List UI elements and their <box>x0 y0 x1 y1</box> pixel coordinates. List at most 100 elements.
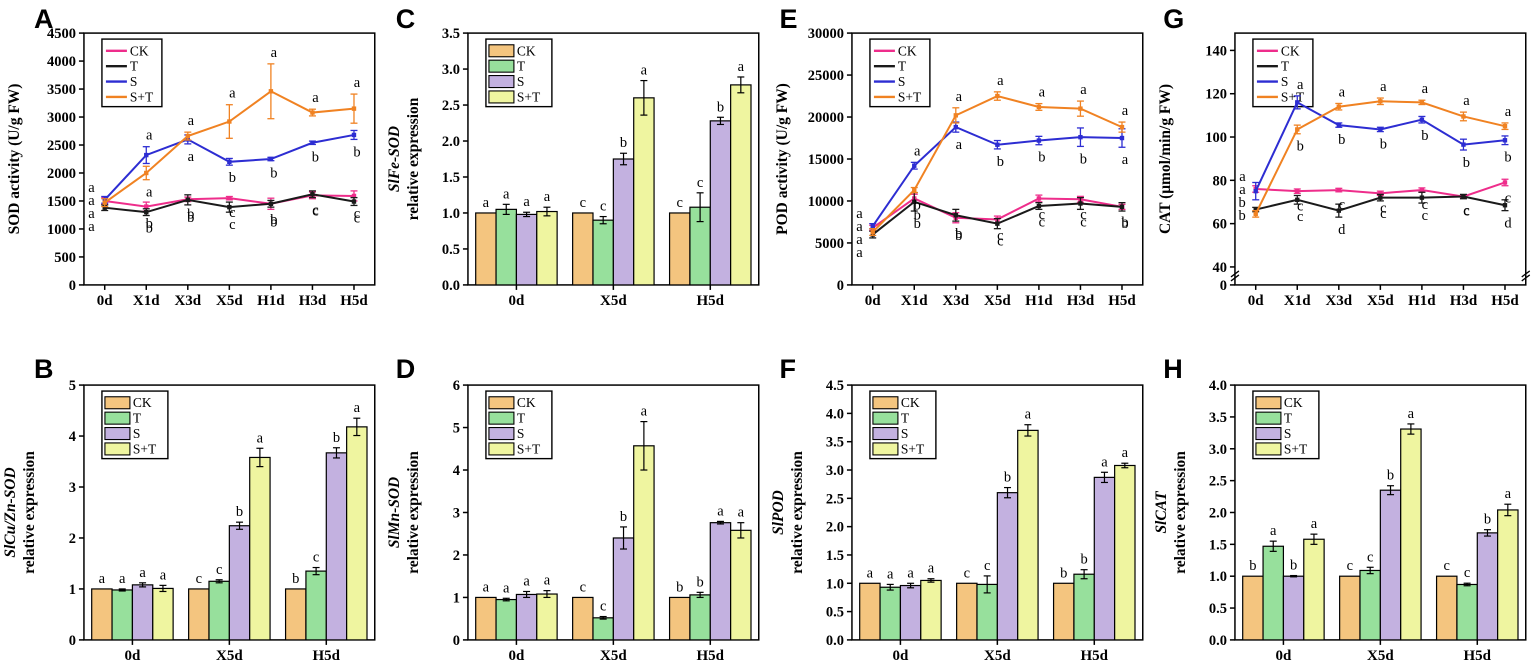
svg-text:a: a <box>856 219 863 235</box>
svg-text:H5d: H5d <box>1464 648 1492 661</box>
svg-text:T: T <box>517 59 526 74</box>
svg-text:1000: 1000 <box>47 222 76 238</box>
svg-text:a: a <box>543 573 550 589</box>
svg-text:a: a <box>160 567 167 583</box>
y-axis-title: SlMn-SOD relative expression <box>386 451 422 574</box>
svg-text:4: 4 <box>452 463 459 479</box>
svg-text:c: c <box>579 579 585 595</box>
y-axis-title: SlCAT relative expression <box>1153 451 1189 574</box>
svg-text:relative expression: relative expression <box>21 451 38 574</box>
svg-text:b: b <box>1038 150 1045 166</box>
svg-text:a: a <box>1038 85 1045 101</box>
svg-text:2: 2 <box>452 548 459 564</box>
svg-text:c: c <box>1367 549 1373 565</box>
svg-text:b: b <box>1060 565 1067 581</box>
svg-text:1.0: 1.0 <box>825 576 843 592</box>
svg-text:1.5: 1.5 <box>825 548 843 564</box>
svg-text:2.5: 2.5 <box>1209 474 1227 490</box>
svg-text:1: 1 <box>452 590 459 606</box>
svg-text:c: c <box>1297 198 1303 214</box>
svg-text:2000: 2000 <box>47 166 76 182</box>
series-S+T <box>868 91 1125 237</box>
svg-text:S: S <box>517 426 525 441</box>
svg-text:a: a <box>139 565 146 581</box>
svg-text:1: 1 <box>69 582 76 598</box>
svg-text:1.0: 1.0 <box>1209 569 1227 585</box>
svg-text:S: S <box>1281 74 1289 89</box>
svg-text:c: c <box>1080 214 1086 230</box>
svg-text:H5d: H5d <box>313 648 341 661</box>
svg-text:a: a <box>88 193 95 209</box>
svg-text:b: b <box>270 166 277 182</box>
svg-text:a: a <box>188 149 195 165</box>
svg-text:1.5: 1.5 <box>442 170 460 186</box>
svg-text:b: b <box>676 579 683 595</box>
svg-text:c: c <box>1347 558 1353 574</box>
svg-text:b: b <box>292 571 299 587</box>
svg-text:0: 0 <box>1220 278 1227 294</box>
y-axis: 0.0 0.5 1.0 1.5 2.0 2.5 3.0 3.5 4.0 <box>1209 378 1236 649</box>
svg-text:5000: 5000 <box>814 236 843 252</box>
svg-text:a: a <box>887 566 894 582</box>
svg-text:X5d: X5d <box>216 293 243 309</box>
svg-text:b: b <box>996 154 1003 170</box>
svg-text:c: c <box>354 206 360 222</box>
svg-text:c: c <box>1339 197 1345 213</box>
sod-activity-line-chart: 0 500 1000 1500 2000 2500 3000 3500 4000 4500 0d X1… <box>6 26 376 309</box>
svg-text:a: a <box>188 113 195 129</box>
series-S <box>101 129 358 204</box>
panel-H: H 0.0 0.5 1.0 1.5 2.0 2.5 3.0 3.5 4.0 0d X5d H5d SlC… <box>1151 330 1535 661</box>
svg-text:X5d: X5d <box>984 648 1011 661</box>
svg-text:a: a <box>1101 454 1108 470</box>
svg-text:a: a <box>717 503 724 519</box>
svg-text:X5d: X5d <box>600 293 627 309</box>
svg-text:500: 500 <box>54 250 76 266</box>
x-axis: 0d X5d H5d <box>508 639 724 661</box>
svg-text:30000: 30000 <box>807 26 843 42</box>
svg-text:c: c <box>354 210 360 226</box>
panel-label-H: H <box>1163 354 1183 384</box>
series-S: b b b <box>1283 468 1499 641</box>
y-axis-title: SlFe-SOD relative expression <box>386 97 422 220</box>
svg-text:X1d: X1d <box>133 293 160 309</box>
svg-text:3.0: 3.0 <box>1209 442 1227 458</box>
y-axis-title: SOD activity (U/g FW) <box>6 84 23 235</box>
x-axis: 0d X5d H5d <box>508 284 724 309</box>
cat-activity-line-chart: 0 40 60 80 100 120 140 0d X1d X3d X5d H1d H3d H5d CAT … <box>1157 32 1531 309</box>
svg-text:0.5: 0.5 <box>442 242 460 258</box>
panel-label-E: E <box>779 4 798 34</box>
series-T: acc <box>111 550 327 641</box>
series-CK: a c b <box>474 579 691 641</box>
svg-text:d: d <box>1338 222 1346 238</box>
svg-text:1.0: 1.0 <box>442 206 460 222</box>
svg-text:c: c <box>983 558 989 574</box>
svg-text:b: b <box>146 216 153 232</box>
x-axis: 0d X5d H5d <box>892 639 1108 661</box>
svg-text:H1d: H1d <box>1408 293 1436 309</box>
svg-text:a: a <box>88 219 95 235</box>
svg-text:c: c <box>229 205 235 221</box>
svg-text:a: a <box>1422 81 1429 97</box>
svg-text:4.0: 4.0 <box>825 406 843 422</box>
svg-text:T: T <box>900 411 909 426</box>
y-axis: 0 1 2 3 4 5 <box>69 378 84 649</box>
svg-text:H5d: H5d <box>696 648 724 661</box>
svg-text:a: a <box>1080 82 1087 98</box>
svg-text:a: a <box>640 404 647 420</box>
svg-text:SlCu/Zn-SOD: SlCu/Zn-SOD <box>2 467 19 557</box>
svg-text:0d: 0d <box>892 648 908 661</box>
svg-text:a: a <box>119 571 126 587</box>
svg-text:X5d: X5d <box>216 648 243 661</box>
svg-text:S: S <box>517 74 525 89</box>
panel-label-F: F <box>779 354 797 384</box>
svg-text:b: b <box>1080 552 1087 568</box>
svg-text:H5d: H5d <box>696 293 724 309</box>
svg-text:b: b <box>333 430 340 446</box>
svg-text:a: a <box>1121 445 1128 461</box>
y-axis-title: POD activity (U/g FW) <box>773 83 790 235</box>
slpod-bar-chart: 0.0 0.5 1.0 1.5 2.0 2.5 3.0 3.5 4.0 4.5 0d X5d H5d Sl… <box>769 378 1144 661</box>
svg-text:c: c <box>1463 204 1469 220</box>
